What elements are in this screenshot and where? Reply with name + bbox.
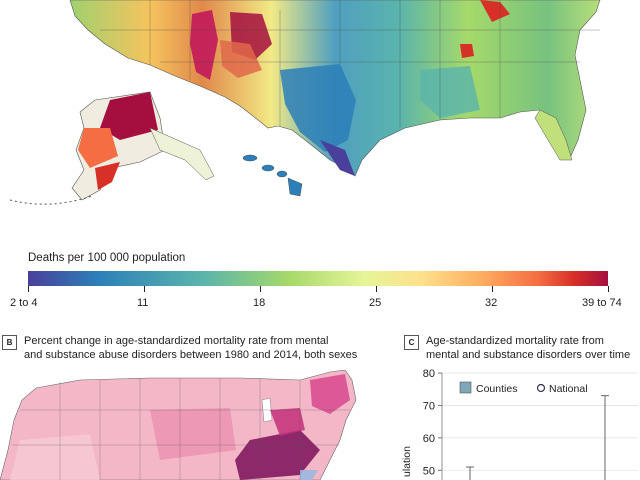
ohio-hotspot <box>270 408 305 436</box>
hawaii-islands <box>242 154 303 197</box>
legend-counties-swatch <box>459 381 472 394</box>
texas-south <box>320 140 355 176</box>
alaska-panhandle <box>149 127 215 181</box>
florida-shape <box>534 109 573 161</box>
southeast-area <box>420 66 480 118</box>
appalachia-hotspot <box>235 430 320 480</box>
legend-tick-label: 32 <box>485 297 498 309</box>
panel-c-title-line-1: Age-standardized mortality rate from <box>426 335 604 347</box>
panel-b-letter: B <box>2 335 17 350</box>
southwest-area-b <box>10 434 100 480</box>
state-borders-b <box>12 378 350 480</box>
alaska-south-area <box>95 162 120 190</box>
y-axis-label-fragment: ulation <box>401 446 413 477</box>
legend-tick-label: 25 <box>369 297 382 309</box>
southeast-tip <box>300 470 318 480</box>
mortality-rate-over-time-chart: 50 60 70 80 Counties National ulation <box>401 368 638 480</box>
legend-tick-label: 11 <box>137 297 149 309</box>
state-borders <box>100 0 600 128</box>
legend-tick-label: 18 <box>253 297 266 309</box>
percent-change-map-us <box>0 370 357 480</box>
legend-tick-marks <box>28 286 609 292</box>
mortality-map-us <box>9 0 601 205</box>
colorado-area <box>220 40 262 78</box>
texas-area <box>280 64 356 152</box>
y-tick-label: 70 <box>423 400 435 412</box>
panel-c-title-line-2: mental and substance disorders over time <box>426 349 631 361</box>
panel-b-title-line-2: and substance abuse disorders between 19… <box>24 349 358 361</box>
alaska-north-hotspot <box>100 92 158 140</box>
legend-national-label: National <box>549 383 588 395</box>
northeast-area <box>310 374 350 414</box>
aleutian-islands <box>9 195 93 205</box>
chart-y-axis: 50 60 70 80 <box>423 368 442 477</box>
legend-color-bar <box>28 271 608 286</box>
y-tick-label: 80 <box>423 368 435 380</box>
kentucky-hotspot <box>480 0 510 22</box>
georgia-hotspot <box>460 44 474 58</box>
central-area <box>150 408 236 460</box>
panel-c-letter: C <box>404 335 419 350</box>
legend-tick-label: 2 to 4 <box>10 297 38 309</box>
legend-title: Deaths per 100 000 population <box>28 252 186 264</box>
legend-counties-label: Counties <box>476 383 517 395</box>
panel-b-title-line-1: Percent change in age-standardized morta… <box>24 335 329 347</box>
y-tick-label: 50 <box>423 465 435 477</box>
alaska-west-area <box>78 128 118 168</box>
legend-national-marker <box>536 383 546 393</box>
y-tick-label: 60 <box>423 433 435 445</box>
chart-whiskers <box>466 395 609 480</box>
southwest-hotspot <box>190 10 218 80</box>
legend-tick-label: 39 to 74 <box>582 297 622 309</box>
